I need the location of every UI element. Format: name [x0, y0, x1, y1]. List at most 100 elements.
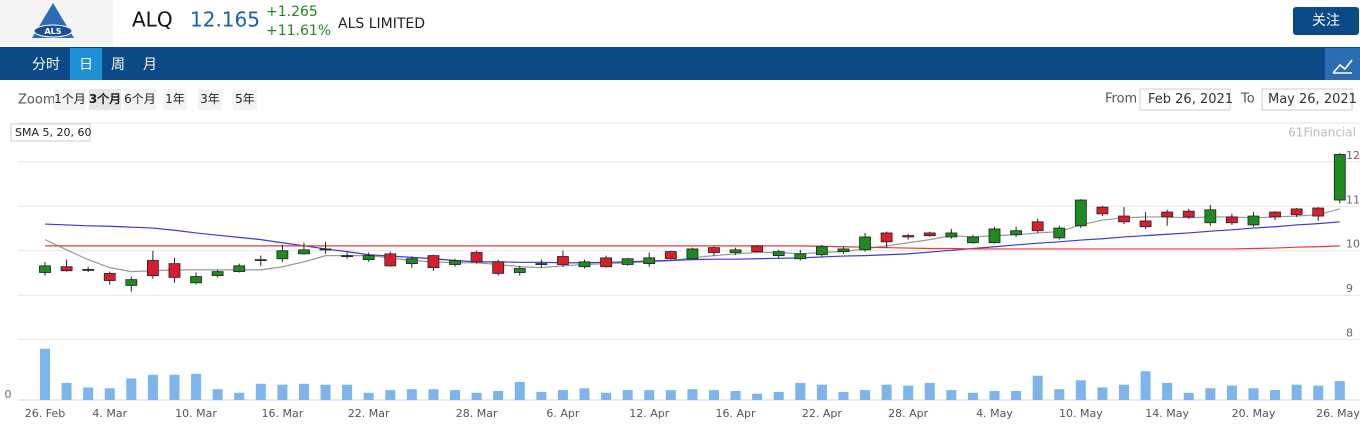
volume-bar — [730, 391, 741, 400]
to-input[interactable] — [1261, 88, 1353, 111]
y-tick-label: 12 — [1346, 149, 1360, 162]
volume-bar — [903, 385, 914, 400]
volume-bar — [967, 392, 978, 400]
candle-body — [190, 276, 202, 284]
candle-body — [405, 258, 418, 265]
chart: 8 9 10 11 12 0 SMA 5, 20, 60 61Financial 26. Feb… — [5, 122, 1360, 420]
x-tick-label: 6. Apr — [546, 407, 579, 420]
candle-body — [1290, 208, 1303, 216]
candle-body — [211, 271, 224, 277]
candle-body — [621, 258, 634, 265]
candle-body — [254, 259, 267, 262]
volume-bar — [665, 390, 676, 400]
chart-icon-button[interactable] — [1325, 48, 1360, 80]
candle-body — [492, 261, 505, 274]
tab[interactable]: 周 — [111, 57, 125, 73]
from-input[interactable] — [1139, 88, 1231, 111]
zoom-option[interactable]: 5年 — [235, 92, 255, 106]
candle-body — [880, 232, 893, 243]
candle-body — [923, 232, 936, 237]
volume-bar — [342, 384, 353, 400]
sma-line — [44, 221, 1340, 264]
x-tick-label: 20. May — [1232, 407, 1276, 420]
x-tick-label: 10. Mar — [175, 407, 217, 420]
header-bg — [0, 0, 1360, 46]
volume-bar — [1119, 384, 1129, 400]
tab[interactable]: 分时 — [32, 57, 60, 73]
volume-bar — [1054, 389, 1065, 400]
zoom-option[interactable]: 3年 — [200, 92, 220, 106]
volume-bar — [234, 392, 245, 400]
volume-bar — [298, 383, 309, 400]
company-name: ALS LIMITED — [338, 16, 425, 32]
volume-bar — [601, 392, 612, 400]
x-tick-label: 28. Apr — [888, 407, 928, 420]
zoom-button[interactable] — [233, 89, 257, 110]
logo-badge — [33, 24, 73, 38]
candle-body — [1204, 209, 1217, 224]
volume-bar — [40, 348, 50, 400]
nav-bar — [0, 47, 1360, 80]
follow-button[interactable] — [1293, 7, 1359, 35]
volume-bar — [514, 382, 525, 400]
tabs: 分时 日 周 月 — [32, 48, 157, 80]
candle-body — [751, 245, 764, 253]
candle-body — [362, 255, 375, 261]
follow-label[interactable]: 关注 — [1312, 13, 1340, 29]
candle-body — [859, 236, 871, 251]
y-tick-label: 11 — [1346, 193, 1360, 206]
indicator-label: SMA 5, 20, 60 — [15, 126, 91, 139]
candle-body — [384, 253, 397, 267]
candle-body — [125, 279, 138, 286]
zoom-button[interactable] — [198, 89, 222, 110]
x-tick-label: 28. Mar — [456, 407, 498, 420]
volume-bar — [104, 388, 115, 400]
x-tick-label: 4. Mar — [92, 407, 127, 420]
zoom-button[interactable] — [163, 89, 187, 110]
volume-bar — [1226, 385, 1237, 400]
volume-bar — [1334, 381, 1345, 400]
x-tick-label: 22. Mar — [348, 407, 390, 420]
volume-bar — [493, 391, 504, 400]
zoom-option[interactable]: 3个月 — [89, 91, 121, 106]
candle-body — [1182, 210, 1195, 218]
indicator-box — [10, 123, 91, 142]
zoom-option[interactable]: 6个月 — [124, 92, 156, 106]
candle-body — [967, 236, 979, 244]
to-value[interactable]: May 26, 2021 — [1268, 92, 1357, 107]
tab[interactable]: 月 — [143, 57, 157, 73]
candle-body — [686, 248, 699, 260]
zoom-button[interactable] — [54, 89, 86, 110]
volume-bar — [1205, 388, 1216, 400]
candle-body — [1010, 230, 1022, 236]
price: 12.165 — [190, 8, 260, 32]
candle-body — [233, 265, 246, 273]
zoom-label: Zoom — [18, 93, 55, 108]
candle-body — [276, 250, 289, 260]
volume-bar — [989, 391, 1000, 400]
candle-body — [1031, 221, 1044, 232]
zoom-button[interactable] — [89, 89, 121, 110]
candle-body — [513, 268, 526, 273]
credit: 61Financial — [1288, 126, 1356, 140]
change: +1.265 — [266, 4, 318, 20]
x-tick-label: 16. Apr — [716, 407, 756, 420]
from-value[interactable]: Feb 26, 2021 — [1148, 92, 1233, 107]
volume-bar — [1075, 380, 1086, 400]
volume-bar — [126, 378, 137, 400]
x-tick-label: 16. Mar — [262, 407, 304, 420]
tab[interactable]: 日 — [79, 57, 93, 73]
x-tick-label: 10. May — [1059, 407, 1103, 420]
candle-body — [298, 249, 310, 255]
volume-bar — [579, 388, 590, 400]
zoom-option[interactable]: 1个月 — [54, 92, 86, 106]
volume-bar — [1183, 392, 1194, 400]
volume-bar — [385, 390, 396, 400]
volume-bar — [860, 390, 871, 400]
y-tick-label: 9 — [1346, 282, 1353, 295]
zoom-option[interactable]: 1年 — [165, 92, 185, 106]
zoom-button[interactable] — [124, 89, 156, 110]
volume-bar — [816, 384, 827, 400]
